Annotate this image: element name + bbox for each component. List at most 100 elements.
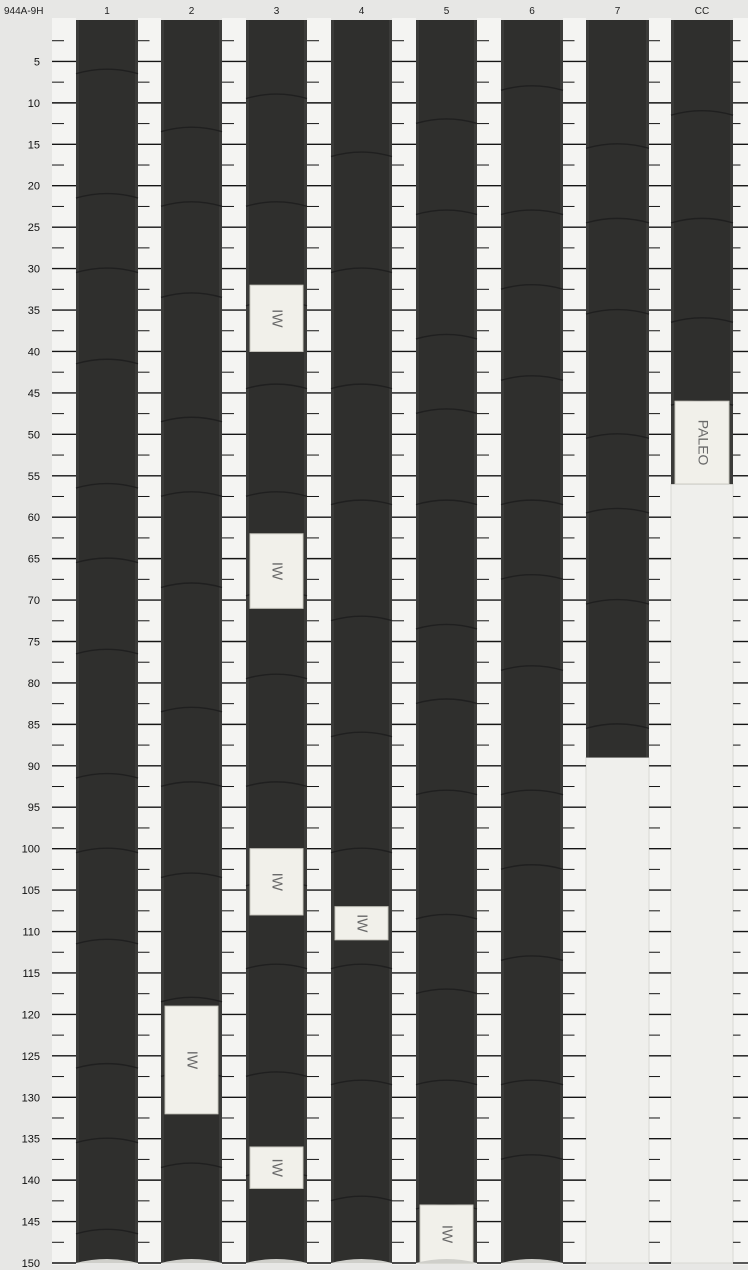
bedding-line	[585, 308, 650, 315]
sample-card-label: PALEO	[695, 420, 711, 466]
bedding-line	[245, 781, 308, 788]
sample-card-label: IW	[184, 1051, 201, 1070]
sediment	[331, 20, 392, 1263]
liner-edge	[560, 20, 563, 1263]
bedding-line	[330, 1079, 393, 1086]
empty-liner	[585, 757, 650, 1264]
bedding-line	[75, 648, 139, 655]
depth-label: 105	[22, 885, 40, 897]
depth-label: 35	[28, 305, 40, 317]
bedding-line	[75, 358, 139, 365]
depth-label: 25	[28, 222, 40, 234]
empty-liner	[670, 483, 734, 1264]
core-id-label: 944A-9H	[4, 6, 43, 17]
bedding-line	[415, 333, 478, 340]
section-header: CC	[695, 6, 709, 17]
depth-label: 20	[28, 181, 40, 193]
core-section-5: IW	[415, 20, 478, 1264]
section-headers: 944A-9H 1 2 3 4 5 6 7 CC	[4, 6, 709, 17]
bedding-line	[415, 1079, 478, 1086]
depth-label: 130	[22, 1092, 40, 1104]
bedding-line	[75, 772, 139, 779]
bedding-line	[500, 1154, 564, 1160]
sample-card: IW	[419, 1204, 474, 1264]
bedding-line	[415, 209, 478, 216]
sample-card-bg	[674, 400, 730, 485]
depth-ticks	[52, 40, 748, 1264]
core-sections: IW IW IW IW IW IW IW PALEO	[75, 20, 734, 1264]
bedding-line	[330, 1195, 393, 1202]
sample-card-label: IW	[269, 309, 286, 328]
depth-label: 90	[28, 761, 40, 773]
core-section-1	[75, 20, 139, 1263]
depth-label: 115	[22, 968, 40, 980]
depth-label: 150	[22, 1258, 40, 1270]
liner-edge	[246, 20, 249, 1263]
depth-label: 60	[28, 512, 40, 524]
sample-card-label: IW	[269, 873, 286, 892]
bedding-line	[585, 723, 650, 730]
bedding-line	[585, 433, 650, 440]
sample-card: IW	[249, 284, 304, 352]
section-header: 4	[359, 6, 365, 17]
bedding-line	[75, 482, 139, 489]
section-header: 2	[189, 6, 195, 17]
bedding-line	[415, 499, 478, 506]
depth-labels: 5 10 15 20 25 30 35 40 45 50 55 60 65 70 75 80 85 90 95 100…	[22, 56, 40, 1270]
bedding-line	[500, 864, 564, 870]
sample-card: IW	[164, 1005, 219, 1115]
depth-label: 45	[28, 388, 40, 400]
bedding-line	[500, 209, 564, 216]
sample-card-label: IW	[354, 914, 371, 933]
sample-card-bg	[419, 1204, 474, 1264]
bedding-line	[330, 615, 393, 622]
liner-edge	[474, 20, 477, 1263]
sample-card-bg	[249, 1146, 304, 1189]
liner-edge	[161, 20, 164, 1263]
bedding-line	[245, 201, 308, 207]
core-section-cc: PALEO	[670, 20, 734, 1264]
bedding-line	[330, 383, 393, 390]
bedding-line	[330, 267, 393, 274]
liner-edge	[219, 20, 222, 1263]
bedding-line	[75, 1228, 139, 1235]
bedding-line	[415, 698, 478, 705]
sample-card-label: IW	[269, 562, 286, 581]
sample-card-bg	[334, 906, 389, 941]
end-cap	[161, 1259, 222, 1263]
sample-card: PALEO	[674, 400, 730, 485]
depth-label: 40	[28, 346, 40, 358]
section-header: 6	[529, 6, 535, 17]
end-cap	[331, 1259, 392, 1263]
bedding-line	[330, 499, 393, 506]
core-section-2: IW	[160, 20, 223, 1263]
sample-card: IW	[249, 1146, 304, 1189]
end-cap	[76, 1259, 138, 1263]
bedding-line	[415, 988, 478, 995]
depth-label: 145	[22, 1217, 40, 1229]
bedding-line	[245, 93, 308, 100]
bedding-line	[500, 375, 564, 381]
sample-card: IW	[249, 533, 304, 609]
sample-card-bg	[249, 284, 304, 352]
bedding-line	[500, 1079, 564, 1086]
bedding-line	[330, 963, 393, 970]
depth-label: 55	[28, 471, 40, 483]
bedding-line	[75, 267, 139, 274]
bedding-line	[75, 68, 139, 75]
section-header: 5	[444, 6, 450, 17]
section-header: 3	[274, 6, 280, 17]
sediment	[76, 20, 138, 1263]
section-header: 1	[104, 6, 110, 17]
bedding-line	[500, 955, 564, 962]
liner-edge	[331, 20, 334, 1263]
bedding-line	[75, 192, 139, 199]
sample-card-bg	[249, 533, 304, 609]
sample-card: IW	[334, 906, 389, 941]
liner-edge	[76, 20, 79, 1263]
liner-edge	[586, 20, 589, 758]
depth-label: 95	[28, 802, 40, 814]
bedding-line	[245, 963, 308, 970]
bedding-line	[160, 996, 223, 1003]
